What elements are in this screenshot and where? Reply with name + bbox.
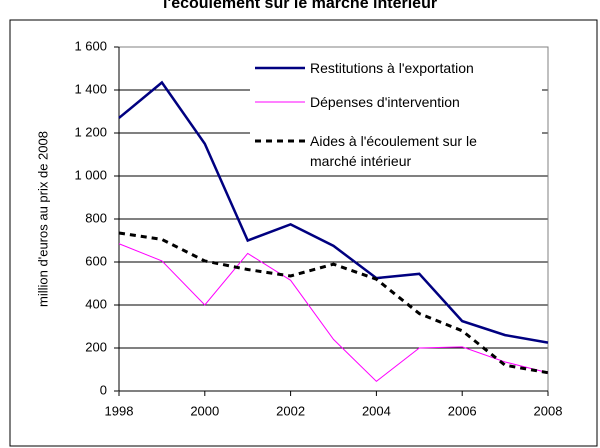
legend-label: Dépenses d'intervention <box>310 94 460 110</box>
legend-label: Aides à l'écoulement sur le marché intér… <box>310 133 477 169</box>
x-tick-label: 2004 <box>362 403 391 418</box>
y-tick-label: 1 000 <box>74 167 107 182</box>
x-tick-label: 2006 <box>448 403 477 418</box>
x-tick-label: 1998 <box>105 403 134 418</box>
y-tick-label: 600 <box>85 253 107 268</box>
x-tick-label: 2002 <box>276 403 305 418</box>
x-tick-label: 2008 <box>534 403 563 418</box>
y-tick-label: 800 <box>85 210 107 225</box>
y-tick-label: 1 600 <box>74 38 107 53</box>
legend-box <box>250 55 542 175</box>
x-tick-label: 2000 <box>190 403 219 418</box>
y-axis-label: million d'euros au prix de 2008 <box>35 131 50 307</box>
y-tick-label: 200 <box>85 339 107 354</box>
legend-label: Restitutions à l'exportation <box>310 60 474 76</box>
chart-title: l'écoulement sur le marché intérieur <box>163 0 437 12</box>
y-tick-label: 0 <box>100 382 107 397</box>
series-line <box>118 80 549 344</box>
series-line <box>118 243 549 382</box>
series-line <box>118 231 549 375</box>
y-tick-label: 1 400 <box>74 81 107 96</box>
y-tick-label: 1 200 <box>74 124 107 139</box>
y-tick-label: 400 <box>85 296 107 311</box>
